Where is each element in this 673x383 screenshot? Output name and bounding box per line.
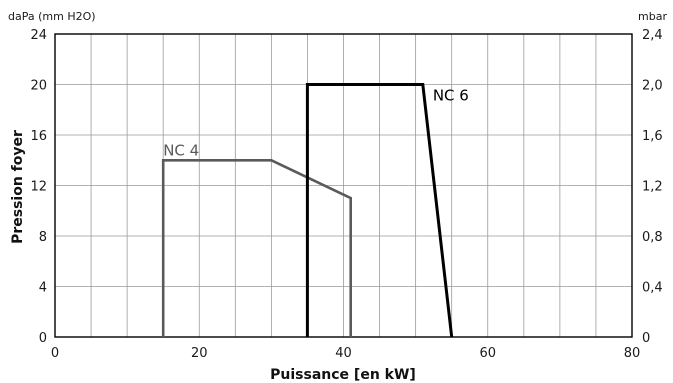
y-tick-label-right: 1,6 [642, 129, 663, 144]
y-tick-label-right: 0,4 [642, 281, 663, 296]
y-tick-label-right: 0,8 [642, 230, 663, 245]
x-tick-label: 0 [51, 346, 59, 361]
series-line-nc-6 [305, 83, 454, 338]
x-tick-label: 60 [479, 346, 496, 361]
x-tick-labels: 0 20 40 60 80 [51, 346, 640, 361]
grid [55, 34, 632, 337]
series-line-nc-4 [161, 159, 352, 337]
y-tick-label-left: 0 [39, 331, 47, 346]
y-tick-label-right: 0 [642, 331, 650, 346]
plot-frame [54, 33, 633, 338]
series-layer: NC 4 NC 6 [161, 83, 469, 338]
x-tick-label: 80 [624, 346, 641, 361]
y-tick-labels-right: 0 0,4 0,8 1,2 1,6 2,0 2,4 [642, 28, 663, 346]
y-tick-label-left: 20 [30, 79, 47, 94]
y-tick-label-right: 1,2 [642, 180, 663, 195]
left-unit-label: daPa (mm H2O) [8, 10, 96, 23]
x-axis-title: Puissance [en kW] [270, 367, 416, 383]
y-tick-label-right: 2,0 [642, 79, 663, 94]
y-tick-label-left: 16 [30, 129, 47, 144]
x-tick-label: 40 [335, 346, 352, 361]
y-tick-label-left: 24 [30, 28, 47, 43]
y-tick-label-left: 12 [30, 180, 47, 195]
y-tick-label-left: 8 [39, 230, 47, 245]
y-tick-label-left: 4 [39, 281, 47, 296]
x-tick-label: 20 [191, 346, 208, 361]
series-label-nc-6: NC 6 [433, 87, 469, 105]
plot-border [54, 33, 633, 338]
y-axis-title: Pression foyer [10, 130, 26, 244]
y-tick-labels-left: 0 4 8 12 16 20 24 [30, 28, 47, 346]
y-tick-label-right: 2,4 [642, 28, 663, 43]
series-label-nc-4: NC 4 [163, 141, 199, 159]
right-unit-label: mbar [638, 10, 667, 23]
